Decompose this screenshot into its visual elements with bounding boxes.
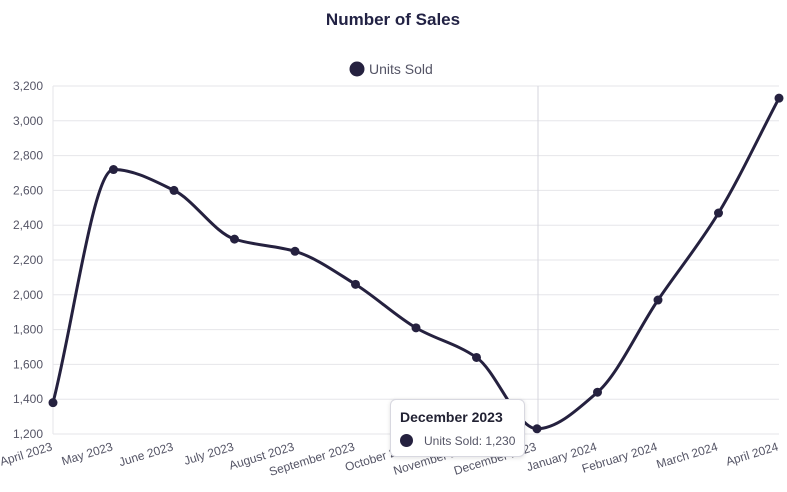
data-point[interactable] bbox=[169, 185, 179, 195]
y-tick-label: 1,800 bbox=[13, 323, 43, 337]
x-tick-label: April 2024 bbox=[724, 439, 780, 468]
tooltip-value: Units Sold: 1,230 bbox=[424, 434, 516, 448]
y-tick-label: 2,600 bbox=[13, 183, 43, 197]
data-point[interactable] bbox=[653, 295, 663, 305]
legend-marker-units-sold bbox=[349, 61, 365, 77]
y-tick-label: 1,400 bbox=[13, 392, 43, 406]
chart-title: Number of Sales bbox=[326, 10, 460, 29]
x-tick-label: June 2023 bbox=[117, 439, 175, 469]
y-tick-label: 3,200 bbox=[13, 79, 43, 93]
legend-label-units-sold: Units Sold bbox=[369, 61, 433, 77]
tooltip: December 2023 Units Sold: 1,230 bbox=[390, 399, 525, 457]
y-axis-ticks: 1,200 1,400 1,600 1,800 2,000 2,200 2,400 2,600… bbox=[13, 79, 43, 441]
y-tick-label: 2,400 bbox=[13, 218, 43, 232]
y-tick-label: 1,600 bbox=[13, 357, 43, 371]
x-tick-label: April 2023 bbox=[0, 439, 54, 468]
x-tick-label: May 2023 bbox=[60, 439, 115, 468]
tooltip-title: December 2023 bbox=[400, 409, 503, 425]
data-point[interactable] bbox=[230, 234, 239, 244]
data-point[interactable] bbox=[472, 352, 481, 362]
y-tick-label: 2,200 bbox=[13, 253, 43, 267]
data-point[interactable] bbox=[351, 279, 360, 289]
tooltip-marker bbox=[400, 434, 413, 447]
data-point[interactable] bbox=[714, 208, 723, 218]
y-tick-label: 2,800 bbox=[13, 149, 43, 163]
legend[interactable]: Units Sold bbox=[349, 61, 433, 77]
data-points[interactable] bbox=[48, 93, 784, 434]
x-tick-label: March 2024 bbox=[655, 439, 720, 471]
data-point[interactable] bbox=[48, 398, 58, 408]
y-tick-label: 3,000 bbox=[13, 114, 43, 128]
x-tick-label: July 2023 bbox=[182, 439, 236, 468]
data-point[interactable] bbox=[290, 246, 300, 256]
y-tick-label: 1,200 bbox=[13, 427, 43, 441]
grid-lines bbox=[52, 85, 779, 435]
data-point[interactable] bbox=[532, 424, 542, 434]
series-line-units-sold bbox=[51, 96, 781, 431]
data-point[interactable] bbox=[774, 93, 784, 103]
data-point[interactable] bbox=[109, 165, 118, 175]
data-point[interactable] bbox=[411, 323, 421, 333]
y-tick-label: 2,000 bbox=[13, 288, 43, 302]
data-point[interactable] bbox=[593, 387, 602, 397]
